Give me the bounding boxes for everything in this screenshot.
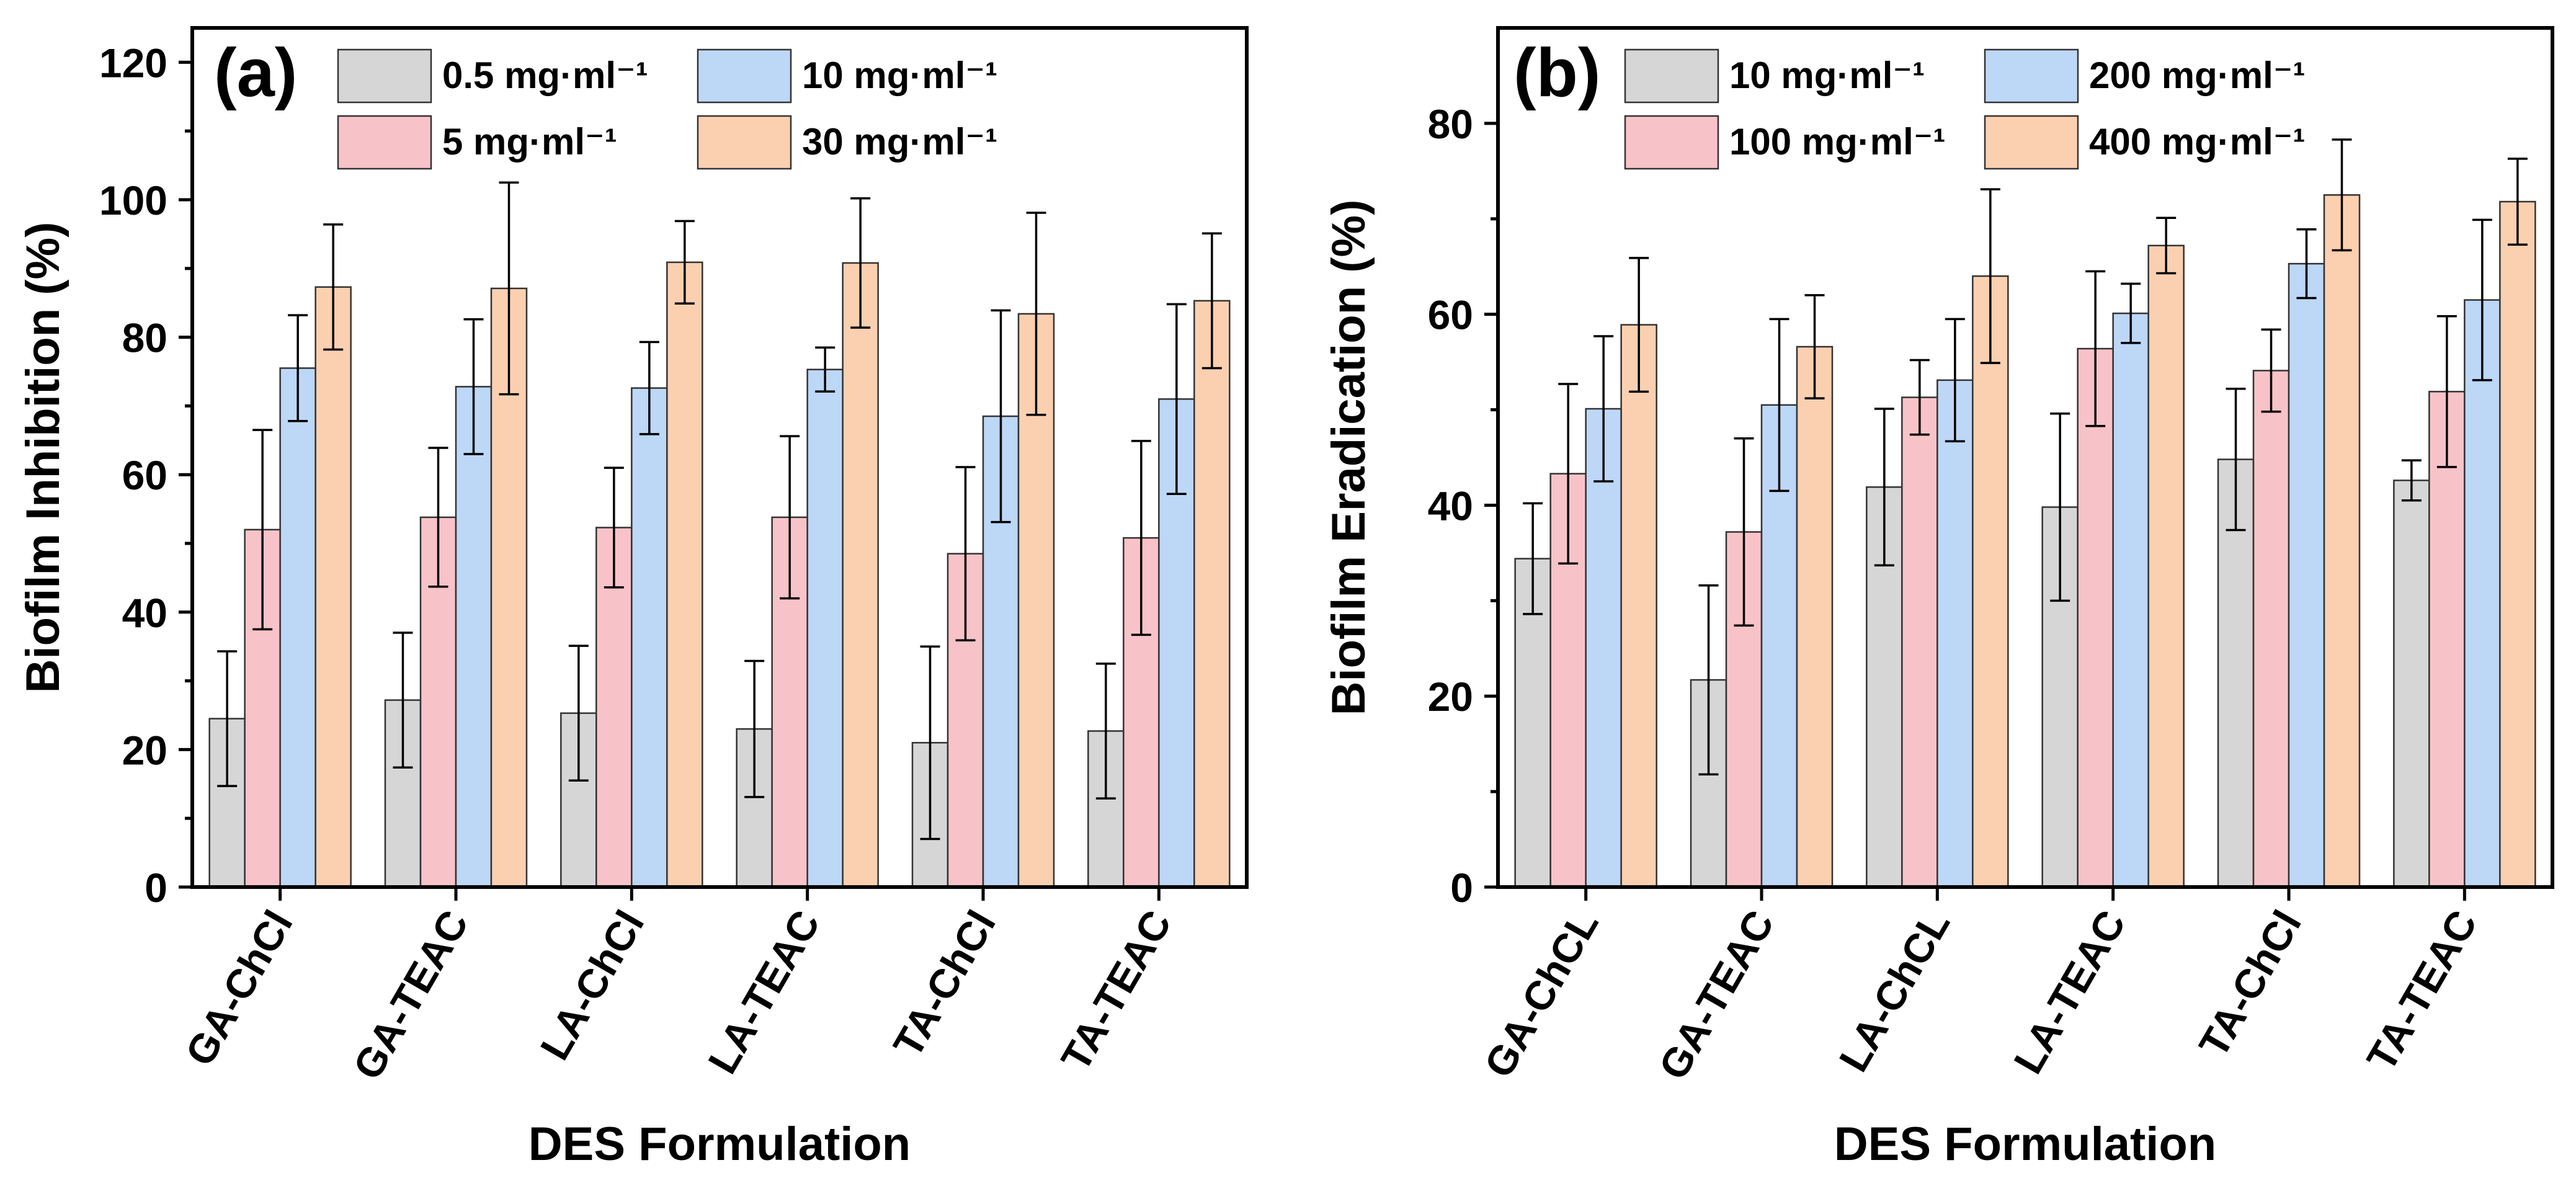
y-tick-label: 120 — [99, 40, 167, 86]
x-tick-label: LA-ChCl — [531, 903, 653, 1068]
y-tick-label: 40 — [1428, 483, 1473, 529]
bar-4-1 — [314, 286, 352, 888]
bar-4-1 — [1620, 324, 1657, 888]
y-tick-label: 20 — [122, 727, 167, 773]
x-tick-label: TA-TEAC — [2358, 903, 2485, 1079]
legend-label-1: 0.5 mg·ml⁻¹ — [442, 55, 648, 96]
x-tick-label: GA-TEAC — [1650, 903, 1783, 1087]
legend-swatch-4 — [697, 115, 792, 170]
legend-label-2: 5 mg·ml⁻¹ — [442, 121, 617, 163]
x-tick-label: TA-ChCl — [2190, 903, 2311, 1064]
x-tick-label: TA-TEAC — [1052, 903, 1180, 1079]
y-tick-label: 0 — [1450, 865, 1473, 911]
bar-3-6 — [2464, 299, 2501, 888]
bar-3-4 — [2112, 312, 2149, 888]
bar-4-6 — [2499, 200, 2536, 888]
x-axis-title: DES Formulation — [528, 1118, 911, 1171]
bar-3-3 — [631, 387, 668, 888]
y-tick-label: 80 — [1428, 101, 1473, 147]
y-tick-label: 60 — [122, 452, 167, 498]
legend-label-3: 10 mg·ml⁻¹ — [802, 55, 997, 96]
x-tick-label: GA-ChCl — [176, 903, 301, 1073]
y-tick-label: 60 — [1428, 292, 1473, 338]
plot-frame — [1496, 26, 2554, 889]
x-tick-label: GA-ChCL — [1475, 903, 1607, 1085]
bar-2-4 — [2077, 347, 2114, 888]
x-tick-label: LA-TEAC — [699, 903, 829, 1081]
x-axis-title: DES Formulation — [1834, 1118, 2216, 1171]
legend-swatch-4 — [1984, 115, 2079, 170]
y-axis-title: Biofilm Inhibition (%) — [17, 222, 69, 694]
y-tick-label: 0 — [145, 865, 167, 911]
legend-label-1: 10 mg·ml⁻¹ — [1729, 55, 1925, 96]
legend-swatch-1 — [337, 48, 432, 104]
legend-swatch-2 — [337, 115, 432, 170]
legend-swatch-2 — [1624, 115, 1719, 170]
x-tick-label: LA-TEAC — [2005, 903, 2134, 1081]
bar-4-6 — [1193, 300, 1231, 888]
bar-3-5 — [2288, 262, 2325, 888]
bar-4-5 — [2323, 194, 2361, 888]
legend-label-4: 30 mg·ml⁻¹ — [802, 121, 997, 163]
bar-4-2 — [1796, 346, 1834, 888]
chart-panel-a: 0 20 40 60 80 100 120 GA-ChCl GA-TEAC LA-ChCl LA-T… — [17, 26, 1249, 1171]
y-tick-label: 80 — [122, 315, 167, 361]
legend-swatch-3 — [1984, 48, 2079, 104]
legend-label-2: 100 mg·ml⁻¹ — [1729, 121, 1945, 163]
panel-label: (b) — [1513, 35, 1600, 111]
panel-label: (a) — [214, 35, 297, 111]
bar-4-4 — [2147, 244, 2185, 888]
bar-4-3 — [1972, 275, 2009, 888]
y-tick-label: 40 — [122, 590, 167, 636]
x-tick-label: GA-TEAC — [344, 903, 477, 1087]
y-tick-label: 100 — [99, 177, 167, 223]
bar-3-1 — [1585, 408, 1622, 888]
x-tick-label: TA-ChCl — [885, 903, 1005, 1064]
plot-frame — [190, 26, 1249, 889]
bar-3-3 — [1936, 379, 1974, 888]
y-axis-title: Biofilm Eradication (%) — [1322, 200, 1375, 716]
bar-3-2 — [455, 386, 492, 888]
legend-label-4: 400 mg·ml⁻¹ — [2089, 121, 2305, 163]
legend-swatch-1 — [1624, 48, 1719, 104]
bar-2-5 — [2252, 370, 2290, 888]
legend-label-3: 200 mg·ml⁻¹ — [2089, 55, 2305, 96]
x-tick-label: LA-ChCL — [1830, 903, 1958, 1079]
chart-panel-b: 0 20 40 60 80 GA-ChCL GA-TEAC LA-ChCL LA-TEAC TA-… — [1322, 26, 2554, 1171]
bar-3-1 — [279, 367, 316, 888]
bar-2-3 — [1901, 396, 1938, 888]
bar-3-4 — [806, 368, 844, 888]
bar-1-6 — [2393, 480, 2430, 888]
legend-swatch-3 — [697, 48, 792, 104]
bar-4-3 — [666, 261, 703, 888]
y-tick-label: 20 — [1428, 674, 1473, 720]
bar-4-4 — [842, 262, 879, 888]
